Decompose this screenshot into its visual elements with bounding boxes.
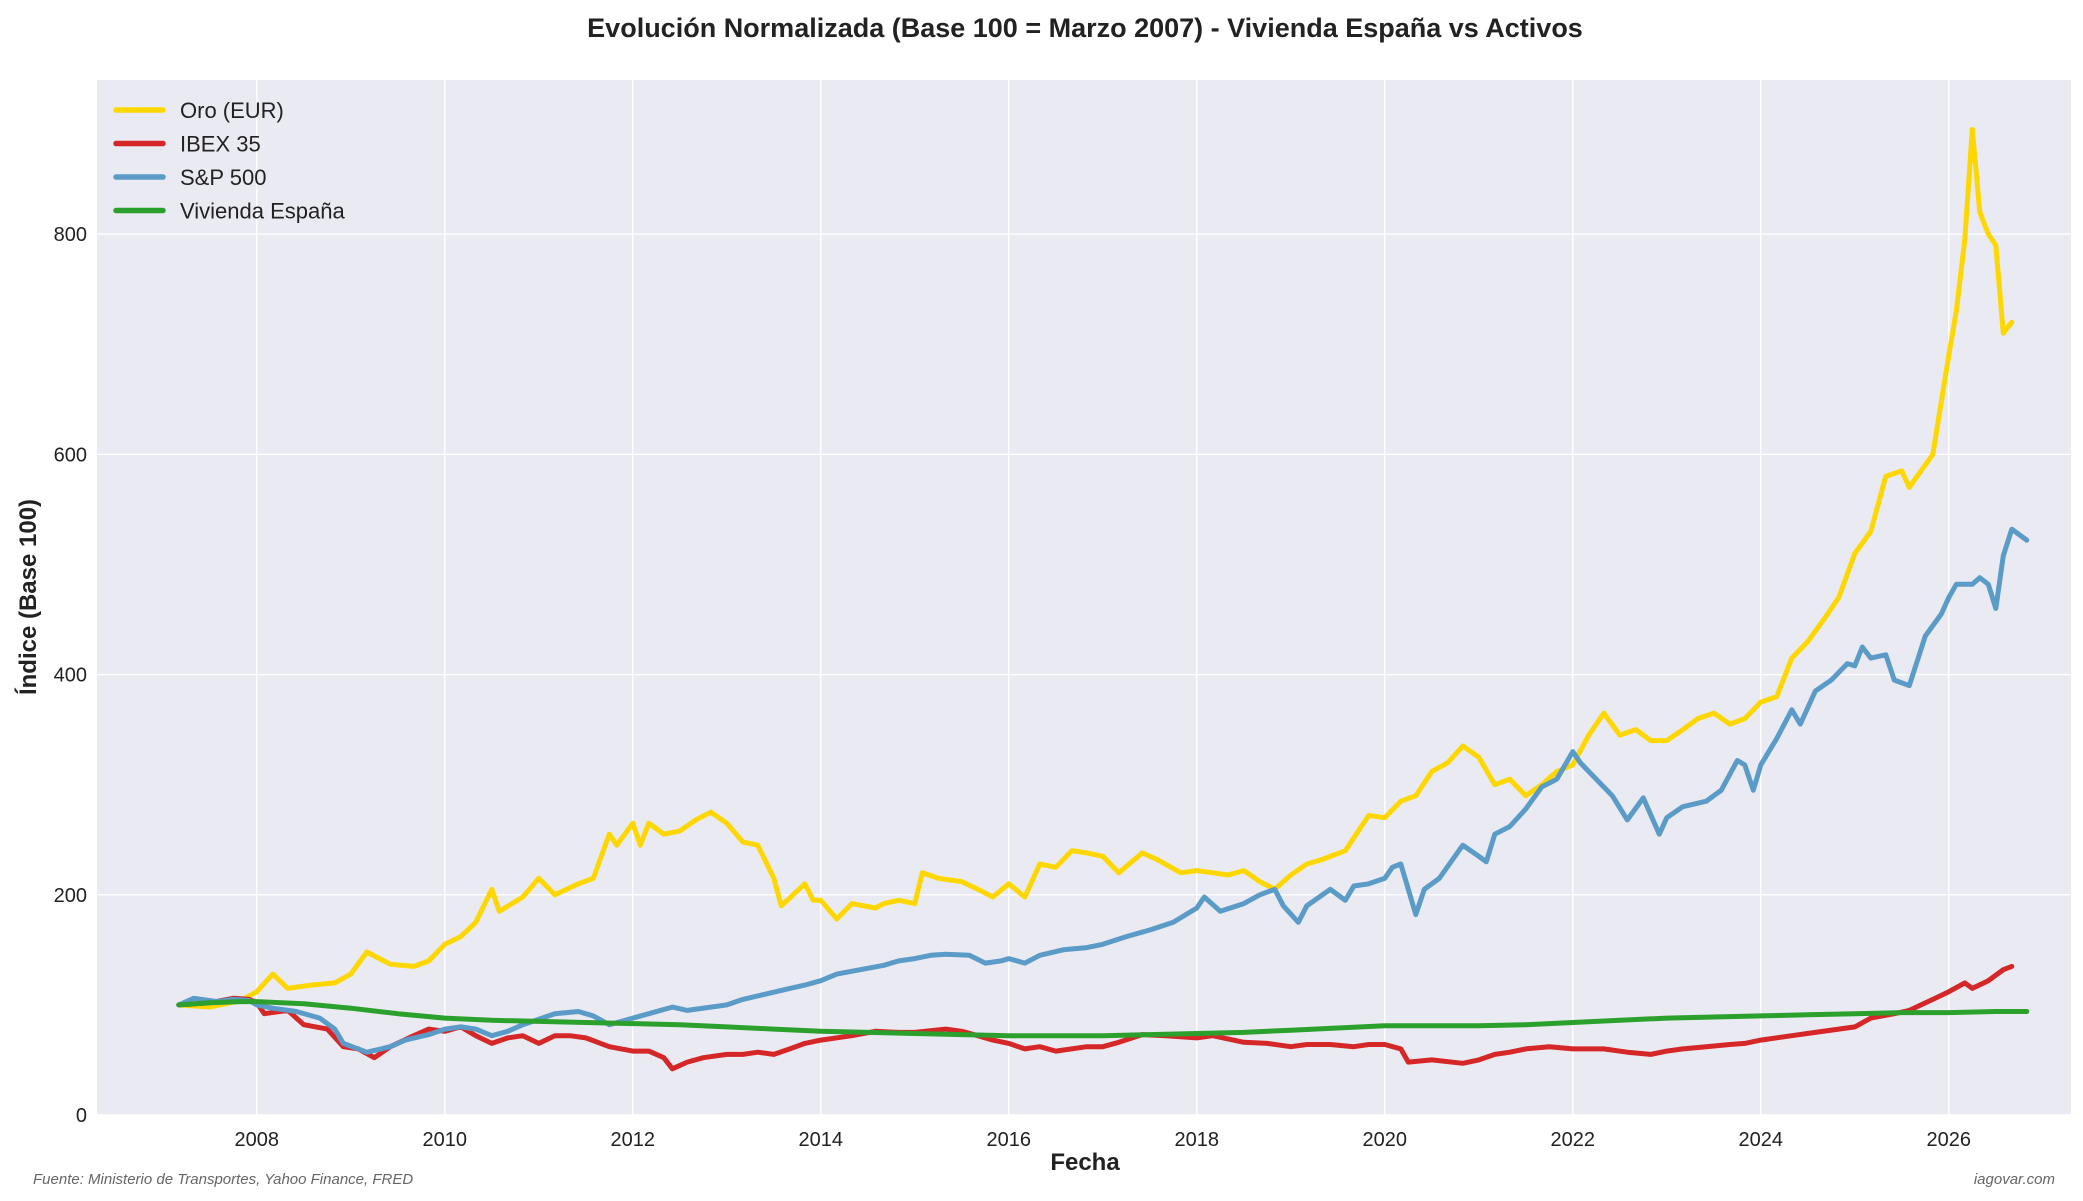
x-tick-label: 2020 — [1363, 1129, 1408, 1151]
gridlines — [97, 80, 2071, 1116]
legend-label: Vivienda España — [180, 199, 345, 224]
x-tick-label: 2014 — [799, 1129, 844, 1151]
y-tick-label: 600 — [54, 444, 87, 466]
x-axis-ticks: 2008 2010 2012 2014 2016 2018 2020 2022 2024 2026 — [235, 1129, 1972, 1151]
x-tick-label: 2024 — [1739, 1129, 1784, 1151]
legend-label: S&P 500 — [180, 165, 266, 190]
x-axis-label: Fecha — [1050, 1149, 1120, 1176]
y-tick-label: 800 — [54, 224, 87, 246]
x-tick-label: 2022 — [1551, 1129, 1596, 1151]
source-note: Fuente: Ministerio de Transportes, Yahoo… — [33, 1171, 413, 1188]
series-lines — [176, 127, 2030, 1072]
site-credit: iagovar.com — [1974, 1171, 2055, 1188]
y-tick-label: 0 — [76, 1105, 87, 1127]
series-line-vivienda-espana — [176, 999, 2030, 1039]
series-line-oro-eur — [176, 127, 2015, 1010]
x-tick-label: 2026 — [1927, 1129, 1972, 1151]
legend-label: IBEX 35 — [180, 132, 261, 157]
x-tick-label: 2010 — [423, 1129, 468, 1151]
y-tick-label: 200 — [54, 885, 87, 907]
y-axis-label: Índice (Base 100) — [14, 499, 42, 695]
y-axis-ticks: 0 200 400 600 800 — [54, 224, 87, 1127]
plot-background — [97, 80, 2071, 1115]
x-tick-label: 2008 — [235, 1129, 280, 1151]
legend: Oro (EUR) IBEX 35 S&P 500 Vivienda España — [113, 98, 345, 224]
legend-label: Oro (EUR) — [180, 98, 284, 123]
y-tick-label: 400 — [54, 665, 87, 687]
x-tick-label: 2016 — [987, 1129, 1032, 1151]
x-tick-label: 2012 — [611, 1129, 656, 1151]
x-tick-label: 2018 — [1175, 1129, 1220, 1151]
chart-title: Evolución Normalizada (Base 100 = Marzo … — [587, 13, 1583, 43]
